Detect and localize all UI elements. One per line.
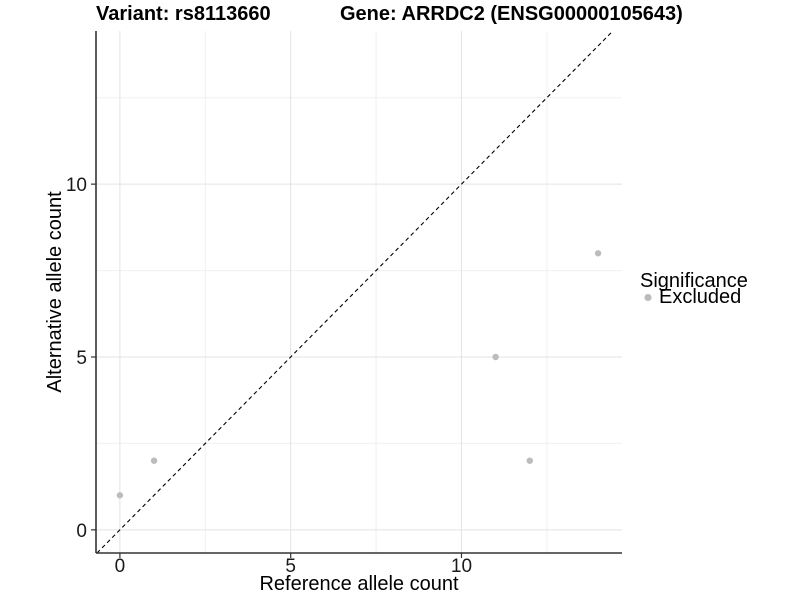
axis-ticks: [91, 183, 463, 558]
data-point: [594, 250, 602, 257]
gridlines-major: [96, 31, 622, 553]
legend-key-point-icon: [644, 293, 652, 302]
data-point: [526, 457, 533, 464]
x-tick-label: 10: [451, 556, 472, 577]
data-point: [492, 353, 499, 361]
data-point: [116, 492, 124, 499]
plot-title-gene: Gene: ARRDC2 (ENSG00000105643): [340, 3, 683, 25]
y-axis-title: Alternative allele count: [44, 191, 66, 393]
legend-title: Significance: [640, 270, 748, 292]
y-tick-label: 10: [66, 175, 87, 196]
x-tick-label: 5: [285, 556, 296, 577]
data-point: [150, 457, 158, 464]
plot-title-variant: Variant: rs8113660: [96, 3, 271, 25]
x-tick-label: 0: [115, 556, 126, 577]
data-points: [116, 250, 602, 499]
legend-entry-label: Excluded: [659, 286, 741, 308]
gridlines-minor: [96, 31, 622, 553]
x-axis-title: Reference allele count: [259, 573, 458, 595]
y-tick-label: 5: [76, 348, 87, 369]
legend: Significance Excluded: [640, 270, 748, 308]
axis-tick-labels: 0 5 10 0 5 10: [66, 175, 472, 577]
y-tick-label: 0: [76, 521, 87, 542]
axis-lines: [95, 31, 622, 554]
